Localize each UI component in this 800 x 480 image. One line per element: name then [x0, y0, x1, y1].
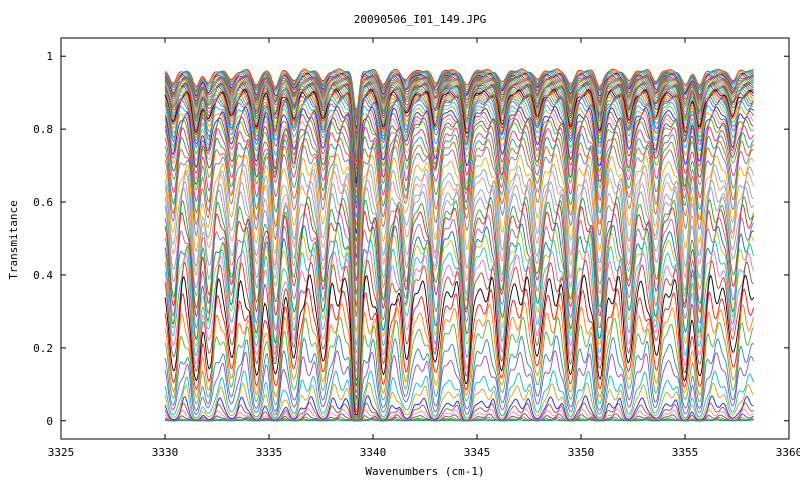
spectrum-series-line [164, 137, 754, 307]
chart-title: 20090506_I01_149.JPG [354, 13, 486, 26]
spectrum-series-line [164, 274, 755, 416]
spectrum-series-line [164, 102, 754, 226]
x-tick-label: 3340 [360, 446, 387, 459]
spectrum-series-line [164, 91, 754, 194]
spectrum-series-line [164, 395, 754, 422]
spectrum-series-line [164, 212, 754, 393]
x-tick-label: 3335 [256, 446, 283, 459]
spectrum-series-line [164, 99, 754, 218]
spectrum-series-line [164, 77, 754, 146]
plot-area-border [60, 37, 790, 440]
spectrum-series-line [164, 153, 755, 332]
x-tick-label: 3325 [48, 446, 75, 459]
spectrum-series-line [164, 249, 755, 410]
spectrum-series-line [164, 287, 755, 418]
spectrum-series-line [164, 186, 754, 373]
spectrum-series-line [164, 70, 754, 122]
spectrum-series-line [164, 419, 754, 422]
x-tick-label: 3355 [672, 446, 699, 459]
spectrum-series-line [164, 179, 754, 366]
spectrum-series-line [164, 370, 755, 422]
spectrum-series-line [164, 82, 754, 163]
series-layer [164, 68, 755, 422]
spectrum-series-line [164, 93, 754, 199]
spectrum-series-line [164, 94, 754, 204]
spectrum-series-line [164, 239, 755, 407]
spectrum-series-line [164, 77, 754, 147]
x-tick-label: 3330 [152, 446, 179, 459]
y-axis: 0 0.2 0.4 0.6 0.8 1 [33, 50, 789, 428]
spectrum-series-line [164, 72, 754, 127]
spectrum-series-line [164, 163, 755, 346]
spectrum-series-line [164, 334, 754, 421]
spectrum-series-line [164, 382, 754, 422]
y-tick-label: 0.6 [33, 196, 53, 209]
spectrum-series-line [164, 83, 754, 166]
spectrum-series-line [164, 112, 754, 250]
y-axis-label: Transmitance [7, 200, 20, 279]
spectrum-series-line [164, 72, 754, 130]
spectrum-series-line [164, 143, 754, 318]
spectrum-series-line [164, 316, 754, 421]
y-tick-label: 0.2 [33, 342, 53, 355]
spectrum-series-line [164, 84, 754, 170]
spectrum-series-line [164, 96, 754, 209]
spectrum-series-line [164, 259, 754, 413]
spectrum-series-line [164, 301, 755, 420]
x-tick-label: 3360 [776, 446, 800, 459]
y-tick-label: 1 [46, 50, 53, 63]
x-tick-label: 3345 [464, 446, 491, 459]
spectrum-series-line [164, 76, 754, 143]
spectrum-series-line [164, 90, 754, 188]
y-tick-label: 0.8 [33, 123, 53, 136]
spectrum-series-line [164, 228, 755, 403]
y-tick-label: 0.4 [33, 269, 53, 282]
x-axis: 3325 3330 3335 3340 3345 3350 3355 3360 [48, 38, 800, 459]
spectrum-series-line [164, 124, 754, 282]
spectrum-series-line [164, 349, 755, 422]
spectrum-series-line [164, 131, 754, 295]
spectrum-series-line [164, 115, 754, 259]
spectrum-series-line [164, 85, 754, 173]
spectrum-series-line [164, 202, 755, 387]
spectrum-series-line [164, 169, 755, 354]
y-tick-label: 0 [46, 415, 53, 428]
x-axis-label: Wavenumbers (cm-1) [365, 465, 484, 478]
x-tick-label: 3350 [568, 446, 595, 459]
spectrum-series-line [164, 195, 755, 382]
spectrum-series-line [164, 402, 754, 422]
spectrum-series-line [164, 71, 754, 124]
spectrum-series-line [164, 118, 754, 267]
